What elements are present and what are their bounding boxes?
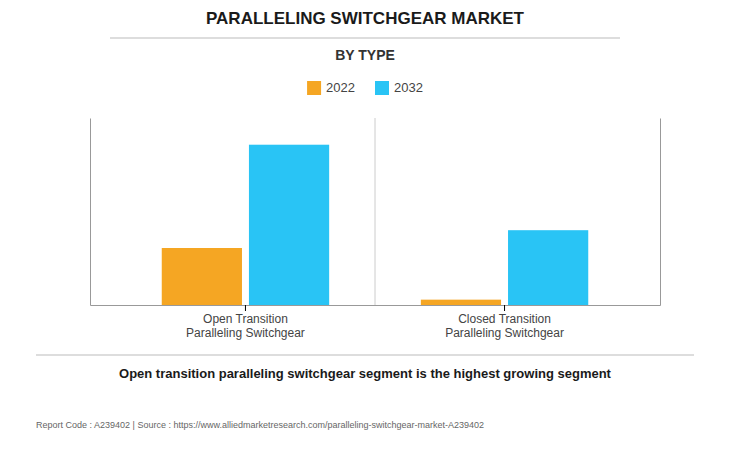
- title-separator: [110, 38, 620, 39]
- group-divider: [375, 118, 376, 305]
- legend-swatch: [307, 81, 321, 95]
- x-tick-label-line: Open Transition: [203, 312, 288, 326]
- y-axis-right-line: [660, 119, 661, 306]
- bars: [162, 145, 589, 305]
- footer-separator: [36, 355, 694, 356]
- y-axis: [90, 119, 91, 306]
- x-tick-label-line: Paralleling Switchgear: [445, 326, 564, 340]
- source-note: Report Code : A239402 | Source : https:/…: [36, 420, 484, 430]
- bar: [162, 248, 242, 305]
- bar: [421, 300, 501, 305]
- x-tick-mark: [504, 305, 505, 311]
- x-axis-line: [91, 305, 661, 306]
- legend-item: 2022: [307, 80, 355, 95]
- subtitle: BY TYPE: [335, 47, 395, 63]
- x-tick: Open TransitionParalleling Switchgear: [186, 305, 305, 340]
- x-tick-label: Closed TransitionParalleling Switchgear: [445, 312, 564, 340]
- x-tick-label-line: Closed Transition: [458, 312, 551, 326]
- bar: [249, 145, 329, 305]
- y-axis-line: [90, 119, 91, 306]
- title: PARALLELING SWITCHGEAR MARKET: [206, 9, 525, 28]
- legend-swatch: [375, 81, 389, 95]
- legend-label: 2032: [394, 80, 423, 95]
- chart: PARALLELING SWITCHGEAR MARKET BY TYPE Open…: [0, 0, 730, 453]
- x-tick: Closed TransitionParalleling Switchgear: [445, 305, 564, 340]
- legend: 2022 2032: [307, 80, 423, 95]
- x-axis: Open TransitionParalleling SwitchgearClo…: [91, 305, 661, 340]
- y-axis-right: [660, 119, 661, 306]
- x-tick-label: Open TransitionParalleling Switchgear: [186, 312, 305, 340]
- legend-item: 2032: [375, 80, 423, 95]
- x-tick-mark: [245, 305, 246, 311]
- x-tick-label-line: Paralleling Switchgear: [186, 326, 305, 340]
- legend-label: 2022: [326, 80, 355, 95]
- footer-text: Open transition paralleling switchgear s…: [119, 366, 612, 381]
- bar: [508, 230, 588, 305]
